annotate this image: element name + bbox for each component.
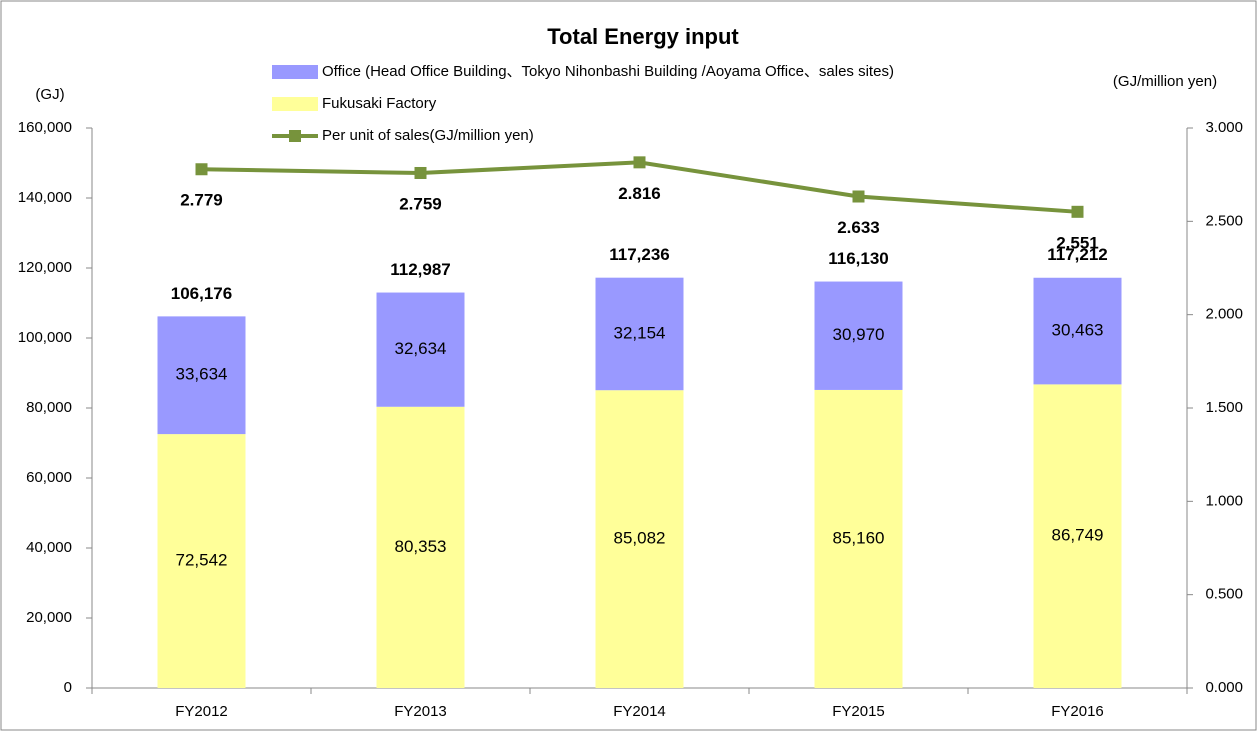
bar-value-label: 32,154 (614, 323, 666, 342)
line-marker (414, 166, 427, 179)
bar-value-label: 33,634 (176, 365, 228, 384)
y2-tick-label: 1.500 (1205, 399, 1243, 416)
bar-segment (1033, 384, 1122, 688)
total-label: 112,987 (390, 260, 451, 279)
total-label: 117,236 (609, 245, 670, 264)
y2-tick-label: 0.000 (1205, 679, 1243, 696)
y-axis-label: (GJ) (35, 86, 64, 103)
total-label: 106,176 (171, 284, 232, 303)
bar-segment (814, 281, 903, 390)
bar-segment (376, 292, 465, 407)
bar-value-label: 30,463 (1052, 321, 1104, 340)
y2-axis-label: (GJ/million yen) (1113, 73, 1217, 90)
line-marker (633, 156, 646, 169)
bar-value-label: 32,634 (395, 339, 447, 358)
bar-segment (1033, 277, 1122, 385)
bar-value-label: 30,970 (833, 325, 885, 344)
legend-label: Fukusaki Factory (322, 95, 437, 112)
x-tick-label: FY2014 (613, 703, 666, 720)
y-tick-label: 140,000 (18, 189, 72, 206)
bar-value-label: 86,749 (1052, 526, 1104, 545)
legend-label: Per unit of sales(GJ/million yen) (322, 127, 534, 144)
y-tick-label: 80,000 (26, 399, 72, 416)
y-tick-label: 40,000 (26, 539, 72, 556)
line-value-label: 2.779 (180, 191, 223, 210)
chart-title: Total Energy input (547, 24, 739, 49)
line-marker (195, 163, 208, 176)
bar-value-label: 80,353 (395, 537, 447, 556)
line-value-label: 2.633 (837, 218, 880, 237)
line-value-label: 2.816 (618, 184, 661, 203)
bar-segment (157, 434, 246, 688)
line-marker (852, 190, 865, 203)
bar-segment (595, 277, 684, 391)
line-marker (1071, 205, 1084, 218)
y-tick-label: 160,000 (18, 119, 72, 136)
bar-value-label: 72,542 (176, 551, 228, 570)
bar-value-label: 85,160 (833, 528, 885, 547)
bar-segment (595, 390, 684, 688)
bar-segment (157, 316, 246, 435)
y-tick-label: 0 (64, 679, 72, 696)
legend-swatch-marker (289, 130, 301, 142)
line-value-label: 2.759 (399, 194, 442, 213)
legend-swatch (272, 65, 318, 79)
bar-value-label: 85,082 (614, 529, 666, 548)
y-tick-label: 100,000 (18, 329, 72, 346)
y-tick-label: 120,000 (18, 259, 72, 276)
y-tick-label: 20,000 (26, 609, 72, 626)
legend-label: Office (Head Office Building、Tokyo Nihon… (322, 63, 894, 80)
y-tick-label: 60,000 (26, 469, 72, 486)
bar-segment (376, 406, 465, 688)
total-label: 117,212 (1047, 245, 1108, 264)
y2-tick-label: 2.500 (1205, 212, 1243, 229)
total-label: 116,130 (828, 249, 889, 268)
x-tick-label: FY2013 (394, 703, 447, 720)
x-tick-label: FY2016 (1051, 703, 1104, 720)
y2-tick-label: 3.000 (1205, 119, 1243, 136)
y2-tick-label: 1.000 (1205, 492, 1243, 509)
bar-segment (814, 389, 903, 688)
y2-tick-label: 2.000 (1205, 306, 1243, 323)
x-tick-label: FY2012 (175, 703, 228, 720)
line-value-label: 2.551 (1056, 233, 1099, 252)
y2-tick-label: 0.500 (1205, 586, 1243, 603)
x-tick-label: FY2015 (832, 703, 885, 720)
legend-swatch (272, 97, 318, 111)
